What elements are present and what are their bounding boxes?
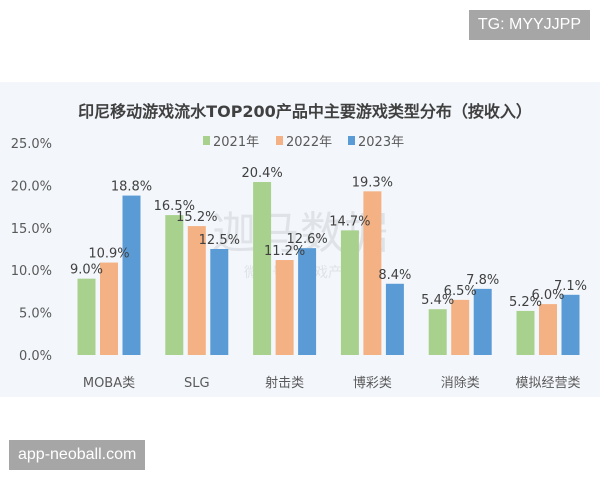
chart-title: 印尼移动游戏流水TOP200产品中主要游戏类型分布（按收入） [78,102,532,121]
bar-0-1 [165,215,184,355]
bars [77,182,580,355]
y-tick-label: 0.0% [19,349,52,364]
bar-1-0 [100,262,118,355]
bar-2-3 [385,283,404,355]
bar-0-5 [516,310,535,355]
data-label-0-3: 14.7% [329,214,370,229]
x-tick-label: MOBA类 [83,376,135,391]
bar-2-0 [122,195,141,355]
watermark-tg: TG: MYYJJPP [468,10,590,40]
y-tick-label: 10.0% [11,264,52,279]
bar-2-2 [298,248,317,355]
bar-1-1 [187,226,206,355]
bar-0-2 [253,182,272,355]
legend-label-0: 2021年 [213,135,259,150]
legend-swatch-0 [203,136,210,145]
bar-2-5 [561,294,580,355]
bar-1-4 [451,299,470,355]
x-tick-label: 射击类 [265,375,304,391]
x-tick-label: 模拟经营类 [515,376,580,391]
legend-swatch-1 [276,136,283,145]
data-label-2-1: 12.5% [199,233,240,248]
legend: 2021年 2022年 2023年 [203,135,404,150]
y-tick-label: 20.0% [11,179,52,194]
bar-1-3 [363,191,382,355]
bar-2-1 [210,249,229,355]
data-label-0-0: 9.0% [70,263,103,278]
bar-0-4 [428,309,447,355]
data-label-2-3: 8.4% [378,268,411,283]
data-label-1-1: 15.2% [176,210,217,225]
bar-1-2 [275,260,294,355]
x-tick-label: SLG [184,376,210,391]
data-label-2-2: 12.6% [286,232,327,247]
y-tick-label: 5.0% [19,307,52,322]
data-label-2-5: 7.1% [554,279,587,294]
data-label-0-4: 5.4% [421,293,454,308]
data-label-1-4: 6.5% [444,284,477,299]
y-axis: 0.0% 5.0% 10.0% 15.0% 20.0% 25.0% [11,137,52,364]
bar-1-5 [539,304,557,355]
data-label-1-5: 6.0% [531,288,564,303]
bar-2-4 [473,288,492,355]
data-label-2-4: 7.8% [466,273,499,288]
data-label-2-0: 18.8% [111,180,152,195]
data-label-1-0: 10.9% [88,247,129,262]
data-label-0-1: 16.5% [154,199,195,214]
data-labels: 9.0%10.9%18.8%16.5%15.2%12.5%20.4%11.2%1… [70,166,587,310]
data-label-1-3: 19.3% [352,175,393,190]
x-axis: MOBA类 SLG 射击类 博彩类 消除类 模拟经营类 [83,375,581,391]
data-label-1-2: 11.2% [264,244,305,259]
legend-label-1: 2022年 [286,135,332,150]
data-label-0-2: 20.4% [241,166,282,181]
x-tick-label: 博彩类 [353,376,392,391]
y-tick-label: 15.0% [11,222,52,237]
bar-0-0 [77,278,96,355]
x-tick-label: 消除类 [441,376,480,391]
legend-swatch-2 [348,136,355,145]
bar-0-3 [340,230,359,355]
legend-label-2: 2023年 [358,135,404,150]
y-tick-label: 25.0% [11,137,52,152]
data-label-0-5: 5.2% [509,295,542,310]
watermark-site: app-neoball.com [9,440,146,470]
